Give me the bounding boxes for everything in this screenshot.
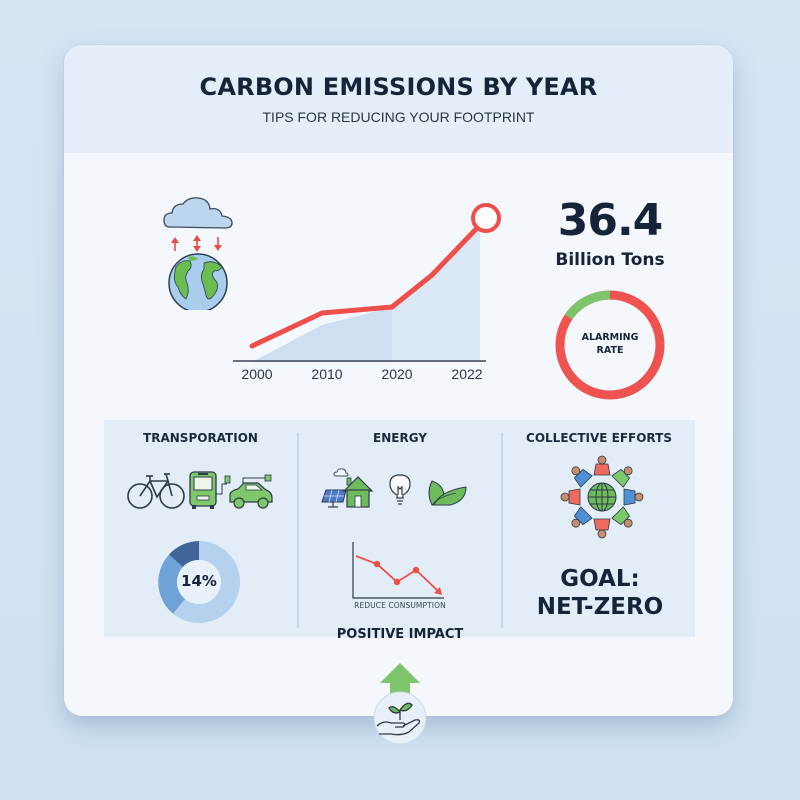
card-header: CARBON EMISSIONS BY YEAR TIPS FOR REDUCI…: [64, 45, 733, 153]
reduce-consumption-chart: [352, 542, 444, 599]
energy-icons: [321, 468, 467, 508]
alarming-rate-ring: [555, 290, 665, 400]
person-figure: [593, 455, 611, 476]
section-title-transportation: TRANSPORATION: [143, 431, 258, 445]
globe-icon: [587, 482, 617, 512]
solar-panel-icon: [321, 489, 347, 508]
bicycle-icon: [127, 473, 185, 509]
page-title: CARBON EMISSIONS BY YEAR: [199, 73, 598, 101]
highlight-point-marker: [471, 203, 501, 233]
house-icon: [342, 476, 374, 508]
people-around-globe-icon: [560, 455, 644, 539]
electric-car-icon: [216, 474, 273, 509]
earth-emissions-icon: [163, 197, 233, 310]
goal-line2: NET-ZERO: [536, 594, 664, 620]
reduce-consumption-label: REDUCE CONSUMPTION: [354, 601, 446, 610]
alarming-rate-label: ALARMING RATE: [565, 331, 655, 357]
hand-sprout-icon: [376, 702, 421, 736]
bus-icon: [189, 471, 217, 509]
goal-line1: GOAL:: [560, 566, 640, 592]
section-title-collective: COLLECTIVE EFFORTS: [526, 431, 672, 445]
emissions-unit: Billion Tons: [555, 250, 665, 270]
column-divider: [297, 433, 299, 628]
column-divider: [501, 433, 503, 628]
x-tick-2010: 2010: [311, 366, 343, 382]
ring-label-line1: ALARMING: [581, 332, 639, 343]
page-subtitle: TIPS FOR REDUCING YOUR FOOTPRINT: [262, 109, 535, 125]
leaf-icon: [428, 480, 467, 506]
x-tick-2020: 2020: [381, 366, 413, 382]
transport-icons: [127, 471, 273, 509]
positive-impact-label: POSITIVE IMPACT: [336, 627, 464, 642]
x-tick-2022: 2022: [451, 366, 483, 382]
lightbulb-icon: [389, 474, 411, 505]
emissions-value: 36.4: [557, 195, 664, 246]
small-cloud-icon: [333, 468, 349, 477]
up-arrow-icon: [380, 663, 420, 702]
growth-footer-icon: [373, 663, 427, 745]
net-zero-goal: GOAL: NET-ZERO: [510, 565, 690, 621]
section-title-energy: ENERGY: [373, 431, 427, 445]
x-tick-2000: 2000: [241, 366, 273, 382]
transport-share-label: 14%: [181, 572, 217, 590]
transport-donut-chart: [158, 541, 241, 623]
ring-label-line2: RATE: [596, 345, 624, 356]
emissions-area-chart: [233, 203, 501, 362]
